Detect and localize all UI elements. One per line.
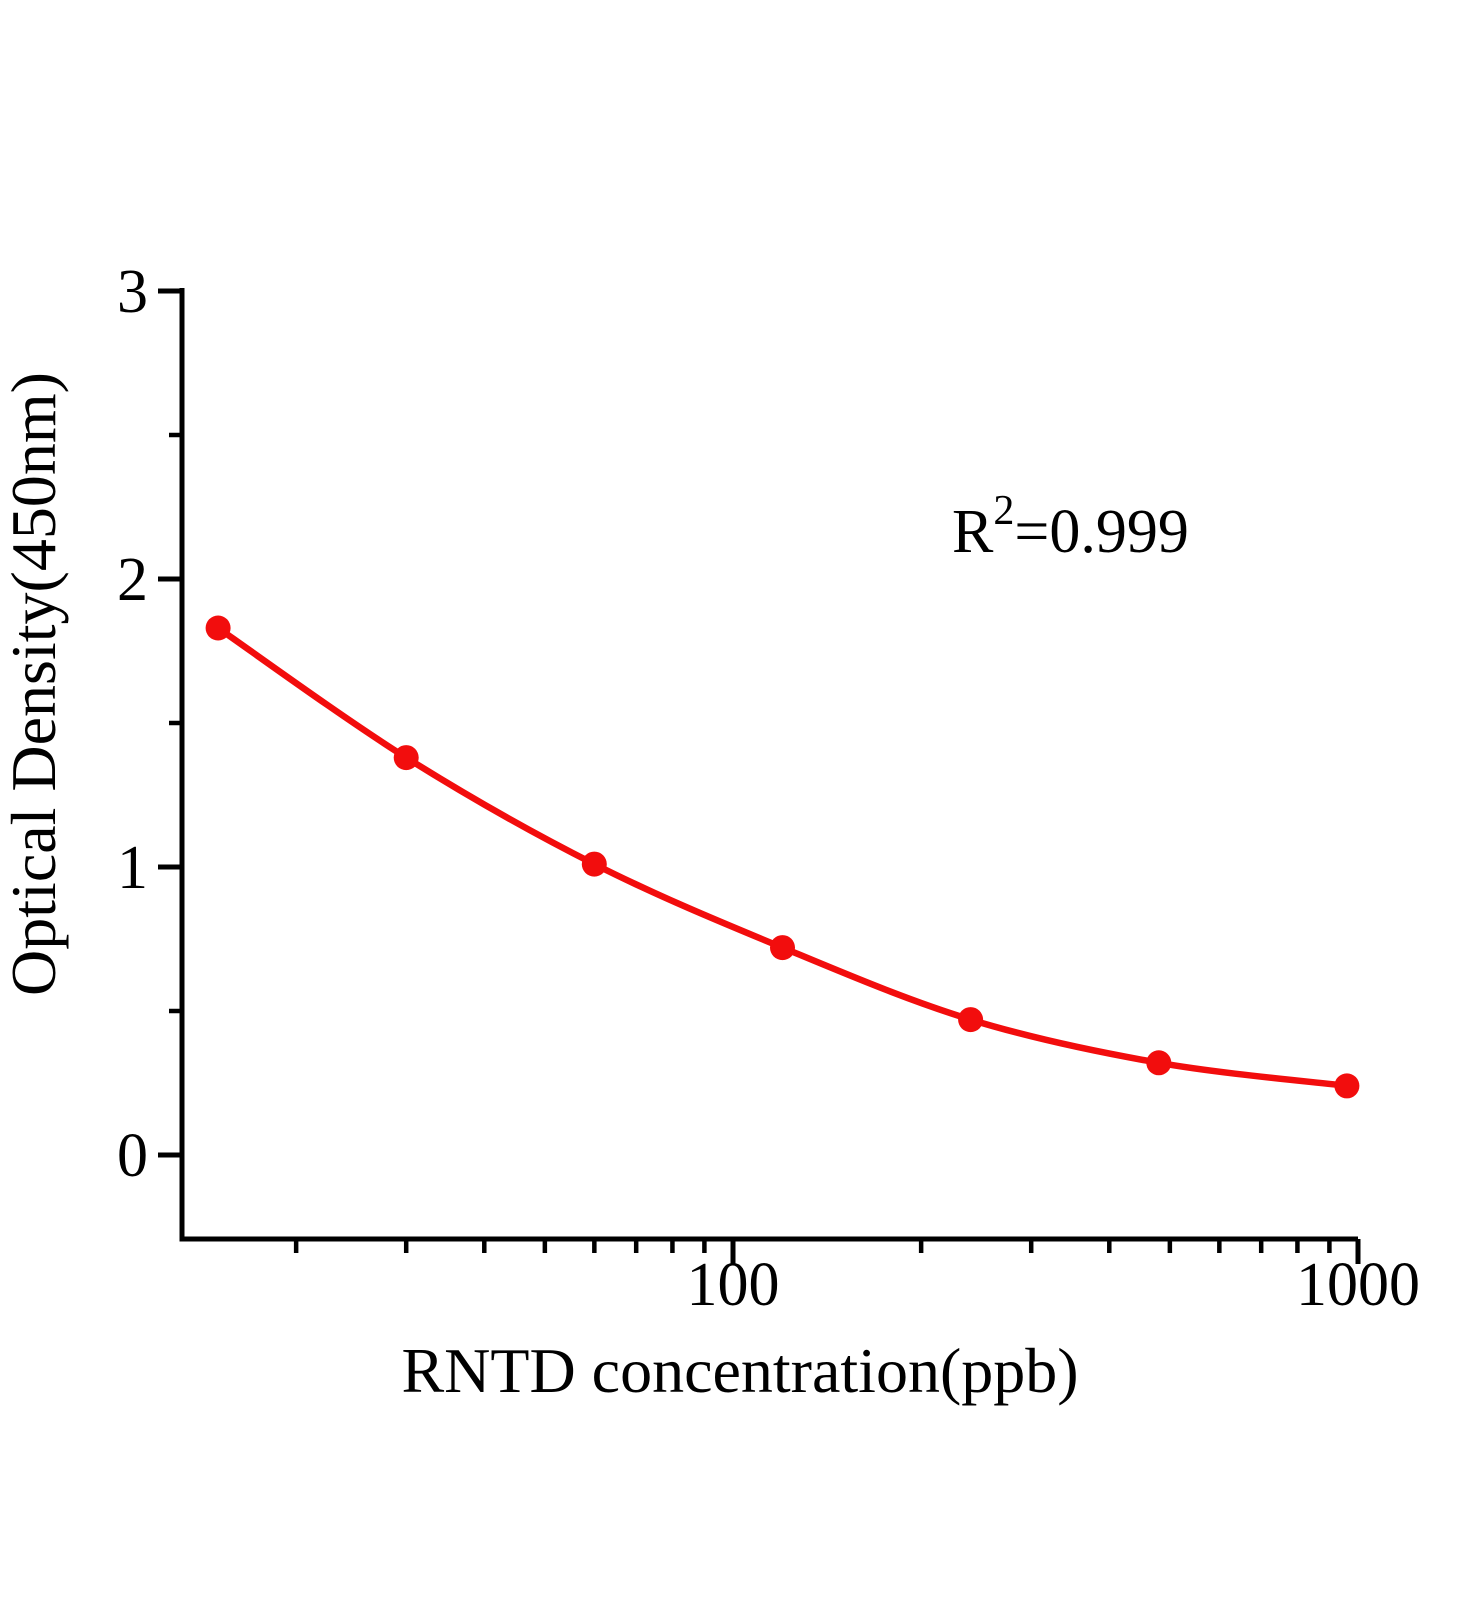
standard-curve-line <box>214 624 1351 1090</box>
y-axis-ticks <box>158 288 182 1158</box>
axis-spines <box>179 288 1358 1242</box>
x-axis-tick-labels: 100 1000 <box>687 1251 1421 1319</box>
r-squared-annotation: R2=0.999 <box>952 488 1189 566</box>
standard-curve-series <box>205 615 1360 1099</box>
y-tick-label: 3 <box>117 258 148 326</box>
data-point <box>1146 1050 1172 1076</box>
data-point <box>1334 1073 1360 1099</box>
y-tick-label: 2 <box>117 546 148 614</box>
y-tick-label: 1 <box>117 834 148 902</box>
data-point <box>581 851 607 877</box>
data-point <box>393 745 419 771</box>
x-axis-title: RNTD concentration(ppb) <box>401 1335 1078 1406</box>
data-point <box>205 615 231 641</box>
x-tick-label: 1000 <box>1296 1251 1420 1319</box>
data-point <box>770 935 795 961</box>
x-axis-ticks <box>293 1239 1361 1264</box>
x-tick-label: 100 <box>687 1251 780 1319</box>
y-axis-title: Optical Density(450nm) <box>0 372 69 996</box>
data-point <box>958 1007 984 1033</box>
y-axis-tick-labels: 0 1 2 3 <box>117 258 148 1190</box>
y-tick-label: 0 <box>117 1122 148 1190</box>
